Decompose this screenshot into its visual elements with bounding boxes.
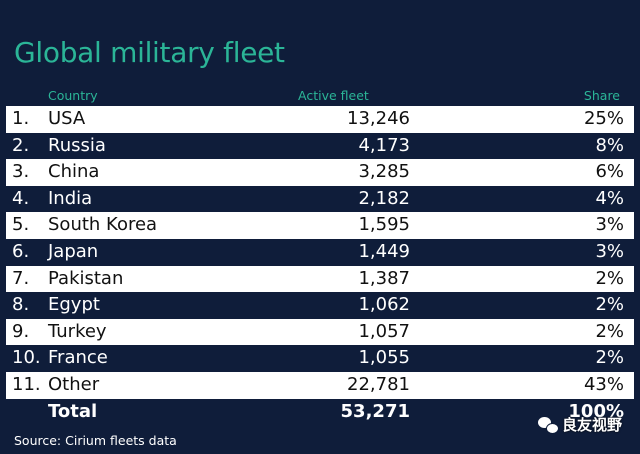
cell-rank: 4. — [6, 185, 48, 213]
table-row: 7. Pakistan 1,387 2% — [6, 265, 634, 293]
table-row: 1. USA 13,246 25% — [6, 106, 634, 133]
cell-rank: 11. — [6, 371, 48, 399]
cell-rank: 1. — [6, 106, 48, 133]
cell-fleet: 1,057 — [288, 318, 410, 346]
cell-share: 2% — [410, 292, 634, 319]
table-row: 5. South Korea 1,595 3% — [6, 212, 634, 239]
wechat-icon — [537, 416, 559, 434]
cell-share: 2% — [410, 318, 634, 346]
header-active-fleet: Active fleet — [298, 88, 369, 103]
cell-country: China — [48, 159, 288, 186]
cell-country: India — [48, 185, 288, 213]
cell-country: Other — [48, 371, 288, 399]
cell-country: France — [48, 345, 288, 372]
table-header: Country Active fleet Share — [0, 86, 640, 106]
cell-rank: 7. — [6, 265, 48, 293]
cell-fleet: 1,062 — [288, 292, 410, 319]
header-country: Country — [48, 88, 98, 103]
cell-country: South Korea — [48, 212, 288, 239]
cell-fleet: 22,781 — [288, 371, 410, 399]
cell-fleet: 13,246 — [288, 106, 410, 133]
cell-rank: 2. — [6, 132, 48, 160]
cell-fleet: 1,387 — [288, 265, 410, 293]
cell-fleet: 3,285 — [288, 159, 410, 186]
cell-share: 6% — [410, 159, 634, 186]
header-share: Share — [583, 88, 620, 103]
cell-share: 2% — [410, 265, 634, 293]
table-row: 2. Russia 4,173 8% — [6, 132, 634, 160]
fleet-table: 1. USA 13,246 25% 2. Russia 4,173 8% 3. China 3,28… — [6, 106, 634, 426]
cell-fleet: 1,449 — [288, 238, 410, 266]
cell-country: Turkey — [48, 318, 288, 346]
table-row: 9. Turkey 1,057 2% — [6, 318, 634, 346]
table-row: 10. France 1,055 2% — [6, 345, 634, 372]
cell-country: USA — [48, 106, 288, 133]
source-note: Source: Cirium fleets data — [14, 433, 177, 448]
total-cell-share: 100% — [410, 398, 634, 426]
cell-share: 8% — [410, 132, 634, 160]
cell-rank: 10. — [6, 345, 48, 372]
table-row: 6. Japan 1,449 3% — [6, 238, 634, 266]
cell-fleet: 1,055 — [288, 345, 410, 372]
cell-country: Japan — [48, 238, 288, 266]
cell-share: 3% — [410, 212, 634, 239]
cell-country: Pakistan — [48, 265, 288, 293]
cell-country: Egypt — [48, 292, 288, 319]
cell-rank: 3. — [6, 159, 48, 186]
table-row: 11. Other 22,781 43% — [6, 371, 634, 399]
total-cell-fleet: 53,271 — [288, 398, 410, 426]
chart-title: Global military fleet — [14, 36, 285, 69]
cell-share: 43% — [410, 371, 634, 399]
cell-country: Russia — [48, 132, 288, 160]
cell-share: 2% — [410, 345, 634, 372]
watermark-text: 良友视野 — [561, 416, 622, 434]
cell-share: 25% — [410, 106, 634, 133]
total-row: Total 53,271 100% — [6, 398, 634, 426]
table-row: 8. Egypt 1,062 2% — [6, 292, 634, 319]
cell-share: 3% — [410, 238, 634, 266]
watermark: 良友视野 — [537, 414, 622, 435]
total-cell-rank — [6, 398, 48, 426]
cell-fleet: 2,182 — [288, 185, 410, 213]
cell-rank: 6. — [6, 238, 48, 266]
total-cell-country: Total — [48, 398, 288, 426]
table-row: 4. India 2,182 4% — [6, 185, 634, 213]
cell-fleet: 4,173 — [288, 132, 410, 160]
cell-rank: 9. — [6, 318, 48, 346]
cell-fleet: 1,595 — [288, 212, 410, 239]
cell-rank: 5. — [6, 212, 48, 239]
cell-rank: 8. — [6, 292, 48, 319]
table-row: 3. China 3,285 6% — [6, 159, 634, 186]
cell-share: 4% — [410, 185, 634, 213]
